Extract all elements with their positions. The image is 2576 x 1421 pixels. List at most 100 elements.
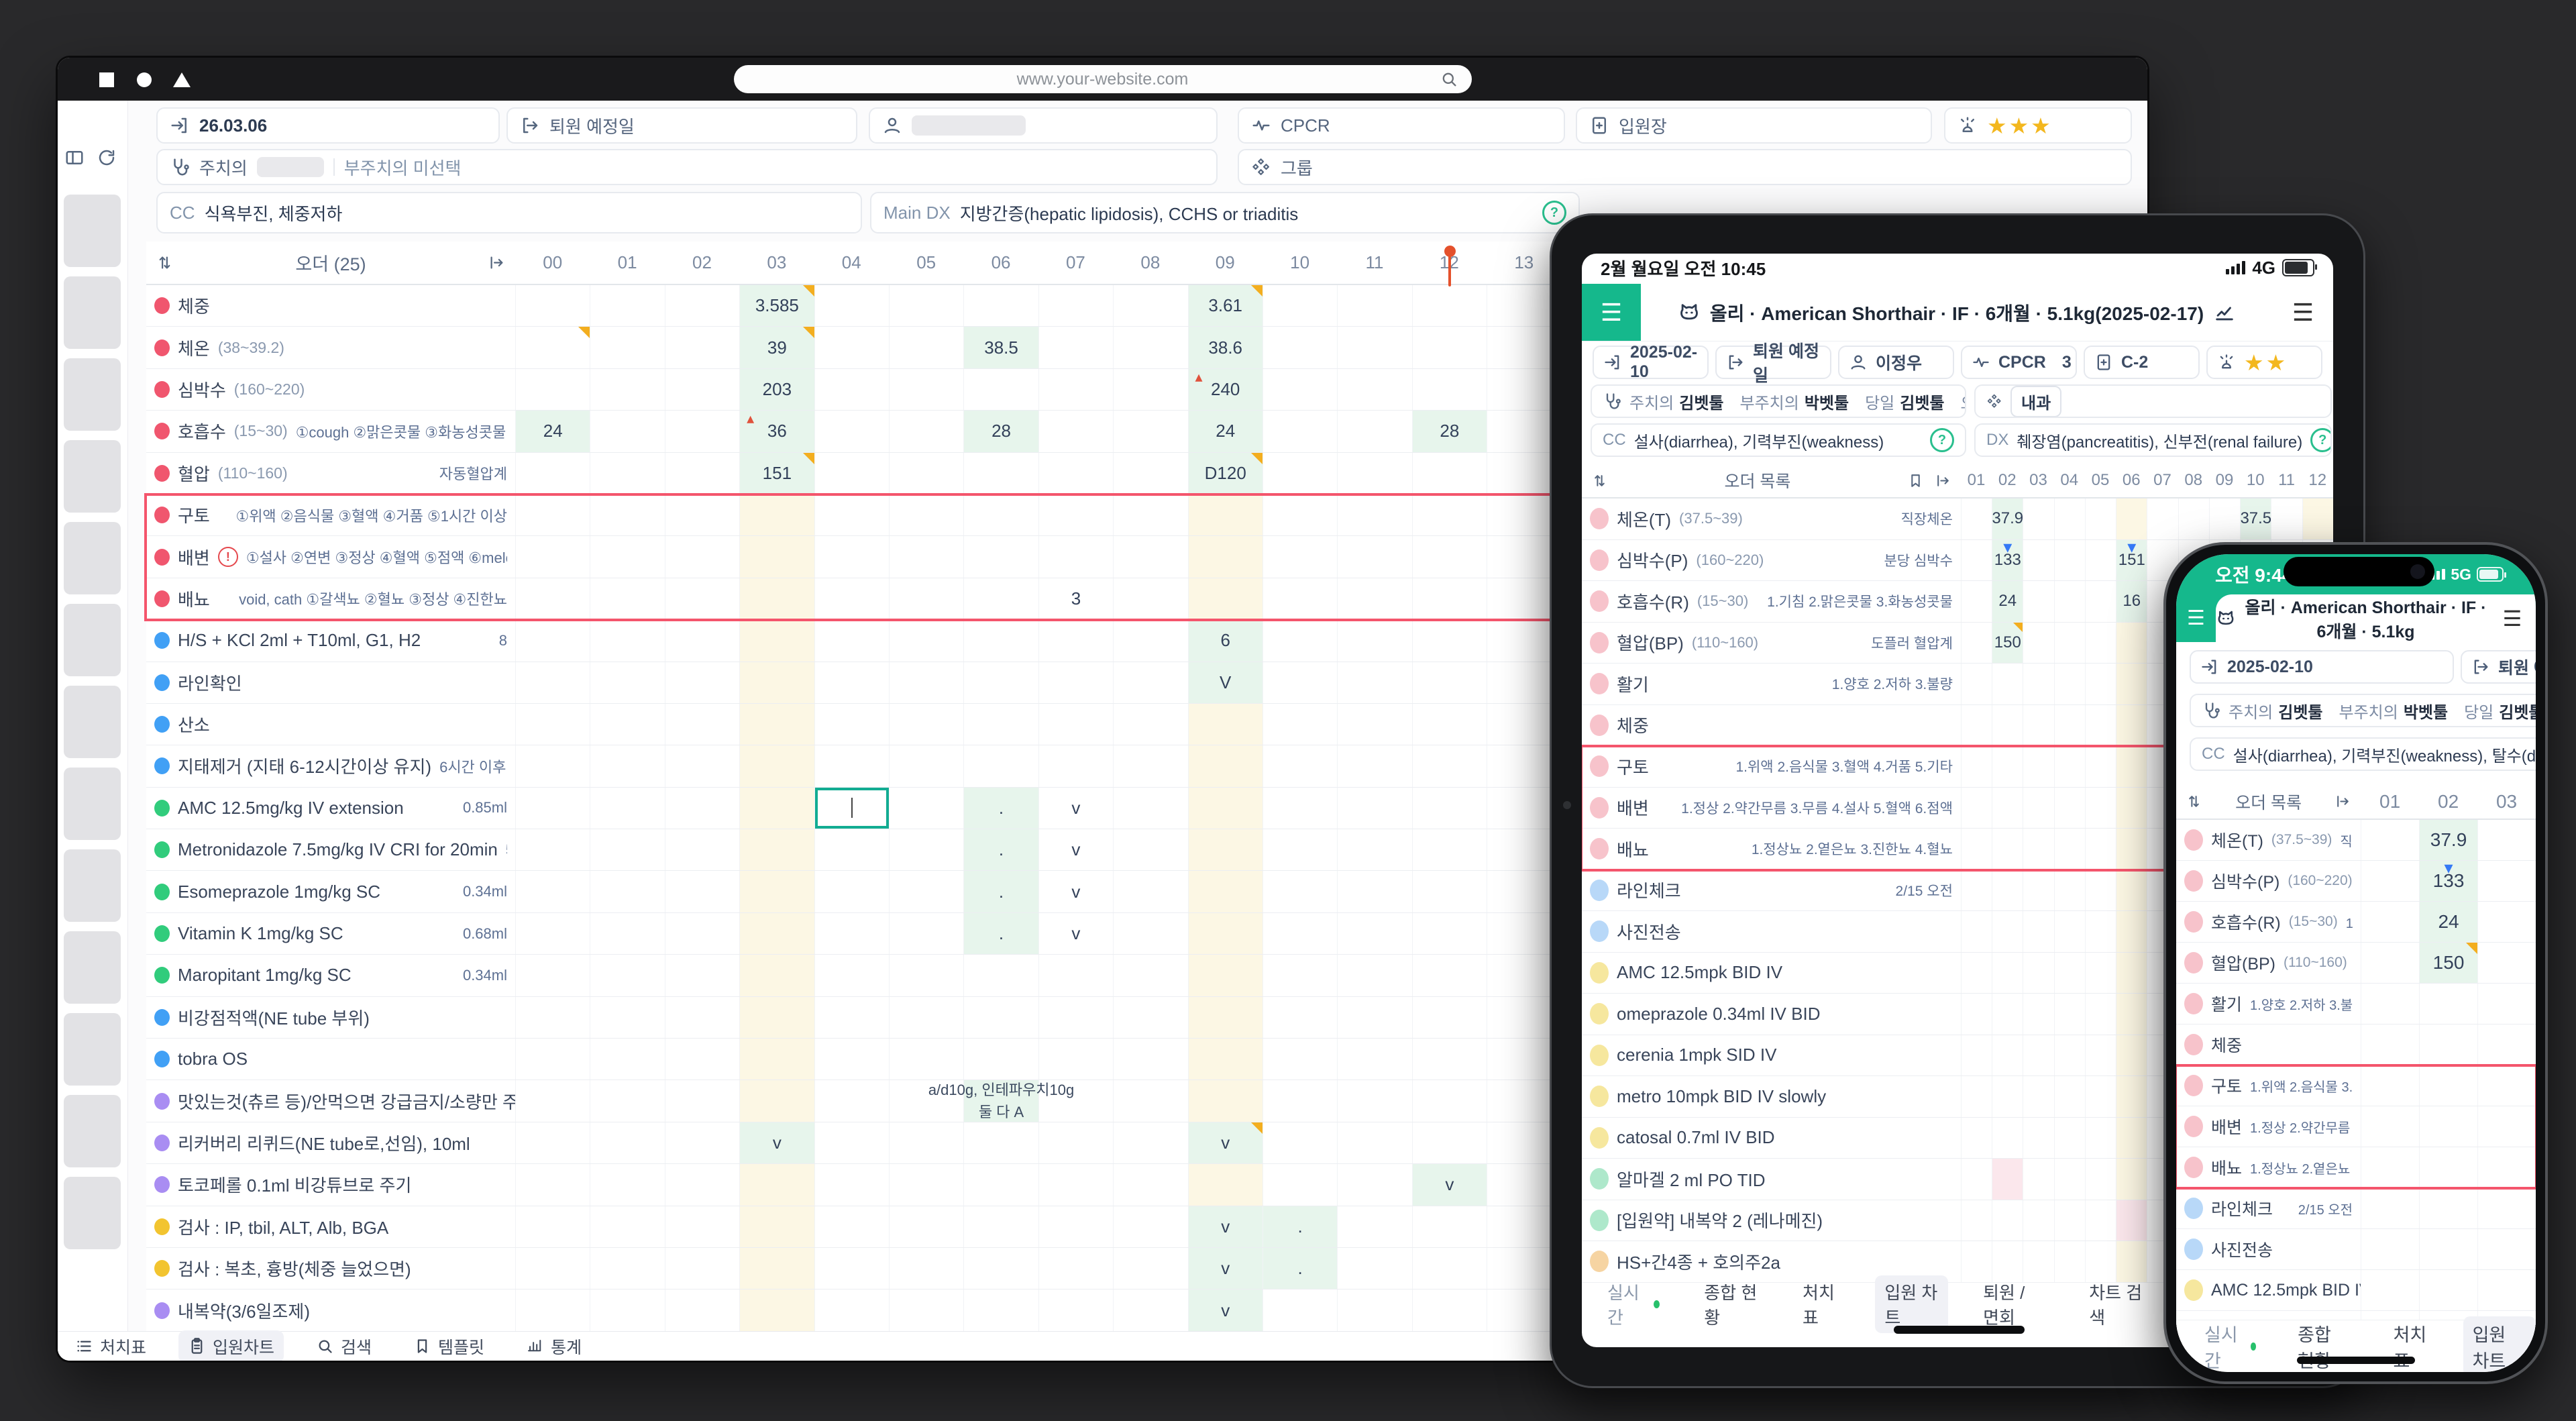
chart-cell[interactable] xyxy=(2053,704,2085,745)
tab-종합-현황[interactable]: 종합 현황 xyxy=(2288,1316,2361,1372)
chart-cell[interactable] xyxy=(888,871,963,912)
chart-cell[interactable] xyxy=(963,620,1038,662)
chart-cell[interactable] xyxy=(2023,746,2053,787)
chart-cell[interactable] xyxy=(739,871,814,912)
order-name-cell[interactable]: 혈압 (110~160) 자동혈압계 xyxy=(146,453,515,494)
care-level-field[interactable]: ★★★ xyxy=(1944,107,2132,144)
chart-cell[interactable] xyxy=(1992,994,2023,1035)
chart-cell[interactable] xyxy=(590,955,664,996)
chart-cell[interactable] xyxy=(2419,1188,2477,1228)
chart-cell[interactable] xyxy=(1411,1290,1487,1331)
chart-cell[interactable] xyxy=(814,327,889,368)
chart-cell[interactable] xyxy=(515,536,590,578)
chart-cell[interactable]: . xyxy=(963,787,1038,829)
chart-cell[interactable] xyxy=(590,703,664,745)
order-name-cell[interactable]: Maropitant 1mg/kg SC 0.34ml xyxy=(146,955,515,996)
chart-cell[interactable] xyxy=(1187,536,1263,578)
order-name-cell[interactable]: tobra OS xyxy=(146,1039,515,1080)
chart-cell[interactable] xyxy=(814,745,889,787)
chart-cell[interactable] xyxy=(1487,871,1561,912)
order-name-cell[interactable]: 체온(T) (37.5~39) 직장체온 xyxy=(1582,498,1961,539)
chart-cell[interactable] xyxy=(515,787,590,829)
chart-cell[interactable]: D120 xyxy=(1187,452,1263,494)
chart-cell[interactable] xyxy=(2084,498,2116,539)
chart-cell[interactable] xyxy=(2147,664,2178,704)
chart-cell[interactable] xyxy=(590,578,664,620)
chart-cell[interactable] xyxy=(2361,1229,2419,1269)
ward-field[interactable]: 입원장 xyxy=(1576,107,1932,144)
chart-cell[interactable] xyxy=(1992,829,2023,870)
chart-cell[interactable] xyxy=(739,494,814,536)
chart-cell[interactable] xyxy=(1960,704,1992,745)
chart-cell[interactable] xyxy=(2084,911,2116,952)
order-name-cell[interactable]: [입원약] 내복약 2 (레나메진) xyxy=(1582,1200,1961,1241)
chart-cell[interactable] xyxy=(590,368,664,411)
chart-cell[interactable] xyxy=(1411,494,1487,536)
chart-cell[interactable]: 6 xyxy=(1187,620,1263,662)
chart-cell[interactable] xyxy=(1038,494,1113,536)
chip-이정우[interactable]: 이정우 xyxy=(1838,346,1954,379)
chart-cell[interactable] xyxy=(1411,578,1487,620)
chart-cell[interactable] xyxy=(963,745,1038,787)
chart-cell[interactable] xyxy=(1262,912,1337,955)
chart-cell[interactable] xyxy=(1337,955,1411,996)
chart-cell[interactable] xyxy=(2053,787,2085,828)
chart-cell[interactable] xyxy=(963,1206,1038,1247)
chart-cell[interactable]: 24 xyxy=(1992,581,2023,622)
chart-cell[interactable] xyxy=(1487,1122,1561,1164)
chart-cell[interactable] xyxy=(963,703,1038,745)
collapse-columns-icon[interactable] xyxy=(488,254,506,272)
order-name-cell[interactable]: Esomeprazole 1mg/kg SC 0.34ml xyxy=(146,871,515,912)
order-name-cell[interactable]: 맛있는것(츄르 등)/안먹으면 강급금지/소량만 주기 xyxy=(146,1080,515,1121)
main-dx-field[interactable]: Main DX 지방간증(hepatic lipidosis), CCHS or… xyxy=(870,192,1580,233)
order-name-cell[interactable]: 심박수 (160~220) xyxy=(146,369,515,410)
chart-cell[interactable] xyxy=(963,285,1038,327)
chart-cell[interactable] xyxy=(515,327,590,368)
chart-cell[interactable] xyxy=(1337,996,1411,1039)
order-name-cell[interactable]: 비강점적액(NE tube 부위) xyxy=(146,997,515,1038)
chart-cell[interactable] xyxy=(2084,1159,2116,1200)
chart-cell[interactable] xyxy=(2147,994,2178,1035)
order-name-cell[interactable]: catosal 0.7ml IV BID xyxy=(1582,1118,1961,1159)
chart-cell[interactable]: 24 xyxy=(515,411,590,452)
order-name-cell[interactable]: 체중 xyxy=(146,285,515,326)
chart-cell[interactable] xyxy=(515,1290,590,1331)
chart-cell[interactable] xyxy=(664,1122,739,1164)
chart-cell[interactable] xyxy=(590,536,664,578)
chart-cell[interactable] xyxy=(963,1039,1038,1080)
chart-cell[interactable] xyxy=(2053,952,2085,993)
chart-cell[interactable] xyxy=(2023,1076,2053,1117)
chart-cell[interactable] xyxy=(1262,1164,1337,1206)
chart-cell[interactable] xyxy=(1337,829,1411,871)
chart-cell[interactable] xyxy=(590,1164,664,1206)
order-name-cell[interactable]: 활기 1.양호 2.저하 3.불량 xyxy=(2176,984,2361,1024)
chart-cell[interactable] xyxy=(1038,327,1113,368)
chart-cell[interactable] xyxy=(1411,871,1487,912)
order-name-cell[interactable]: HS+간4종 + 호의주2a xyxy=(1582,1241,1961,1282)
chart-cell[interactable] xyxy=(1337,620,1411,662)
menu-drawer-button[interactable]: ☰ xyxy=(1582,284,1641,341)
order-name-cell[interactable]: 심박수(P) (160~220) 분당 심박수 xyxy=(1582,540,1961,581)
chart-cell[interactable] xyxy=(1487,1290,1561,1331)
chart-cell[interactable] xyxy=(2116,952,2147,993)
chart-cell[interactable] xyxy=(590,1290,664,1331)
chart-cell[interactable] xyxy=(664,368,739,411)
chart-cell[interactable] xyxy=(1187,703,1263,745)
chart-cell[interactable] xyxy=(1411,1080,1487,1122)
chart-cell[interactable] xyxy=(963,536,1038,578)
chart-cell[interactable] xyxy=(515,620,590,662)
chart-cell[interactable] xyxy=(2084,1076,2116,1117)
chart-cell[interactable] xyxy=(1411,955,1487,996)
patient-card-thumbnail[interactable] xyxy=(64,1013,121,1086)
chart-cell[interactable] xyxy=(664,703,739,745)
hour-header-08[interactable]: 08 xyxy=(2184,471,2203,489)
chart-cell[interactable] xyxy=(1337,285,1411,327)
chart-cell[interactable]: 39 xyxy=(739,327,814,368)
chart-cell[interactable] xyxy=(1487,452,1561,494)
order-name-cell[interactable]: 호흡수 (15~30) ①cough ②맑은콧물 ③화농성콧물 ④crackle xyxy=(146,411,515,452)
order-name-cell[interactable]: 활기 1.양호 2.저하 3.불량 xyxy=(1582,664,1961,704)
chart-cell[interactable] xyxy=(814,368,889,411)
chart-cell[interactable] xyxy=(2147,539,2178,580)
chart-cell[interactable]: v xyxy=(1187,1290,1263,1331)
tab-종합-현황[interactable]: 종합 현황 xyxy=(1695,1275,1768,1333)
